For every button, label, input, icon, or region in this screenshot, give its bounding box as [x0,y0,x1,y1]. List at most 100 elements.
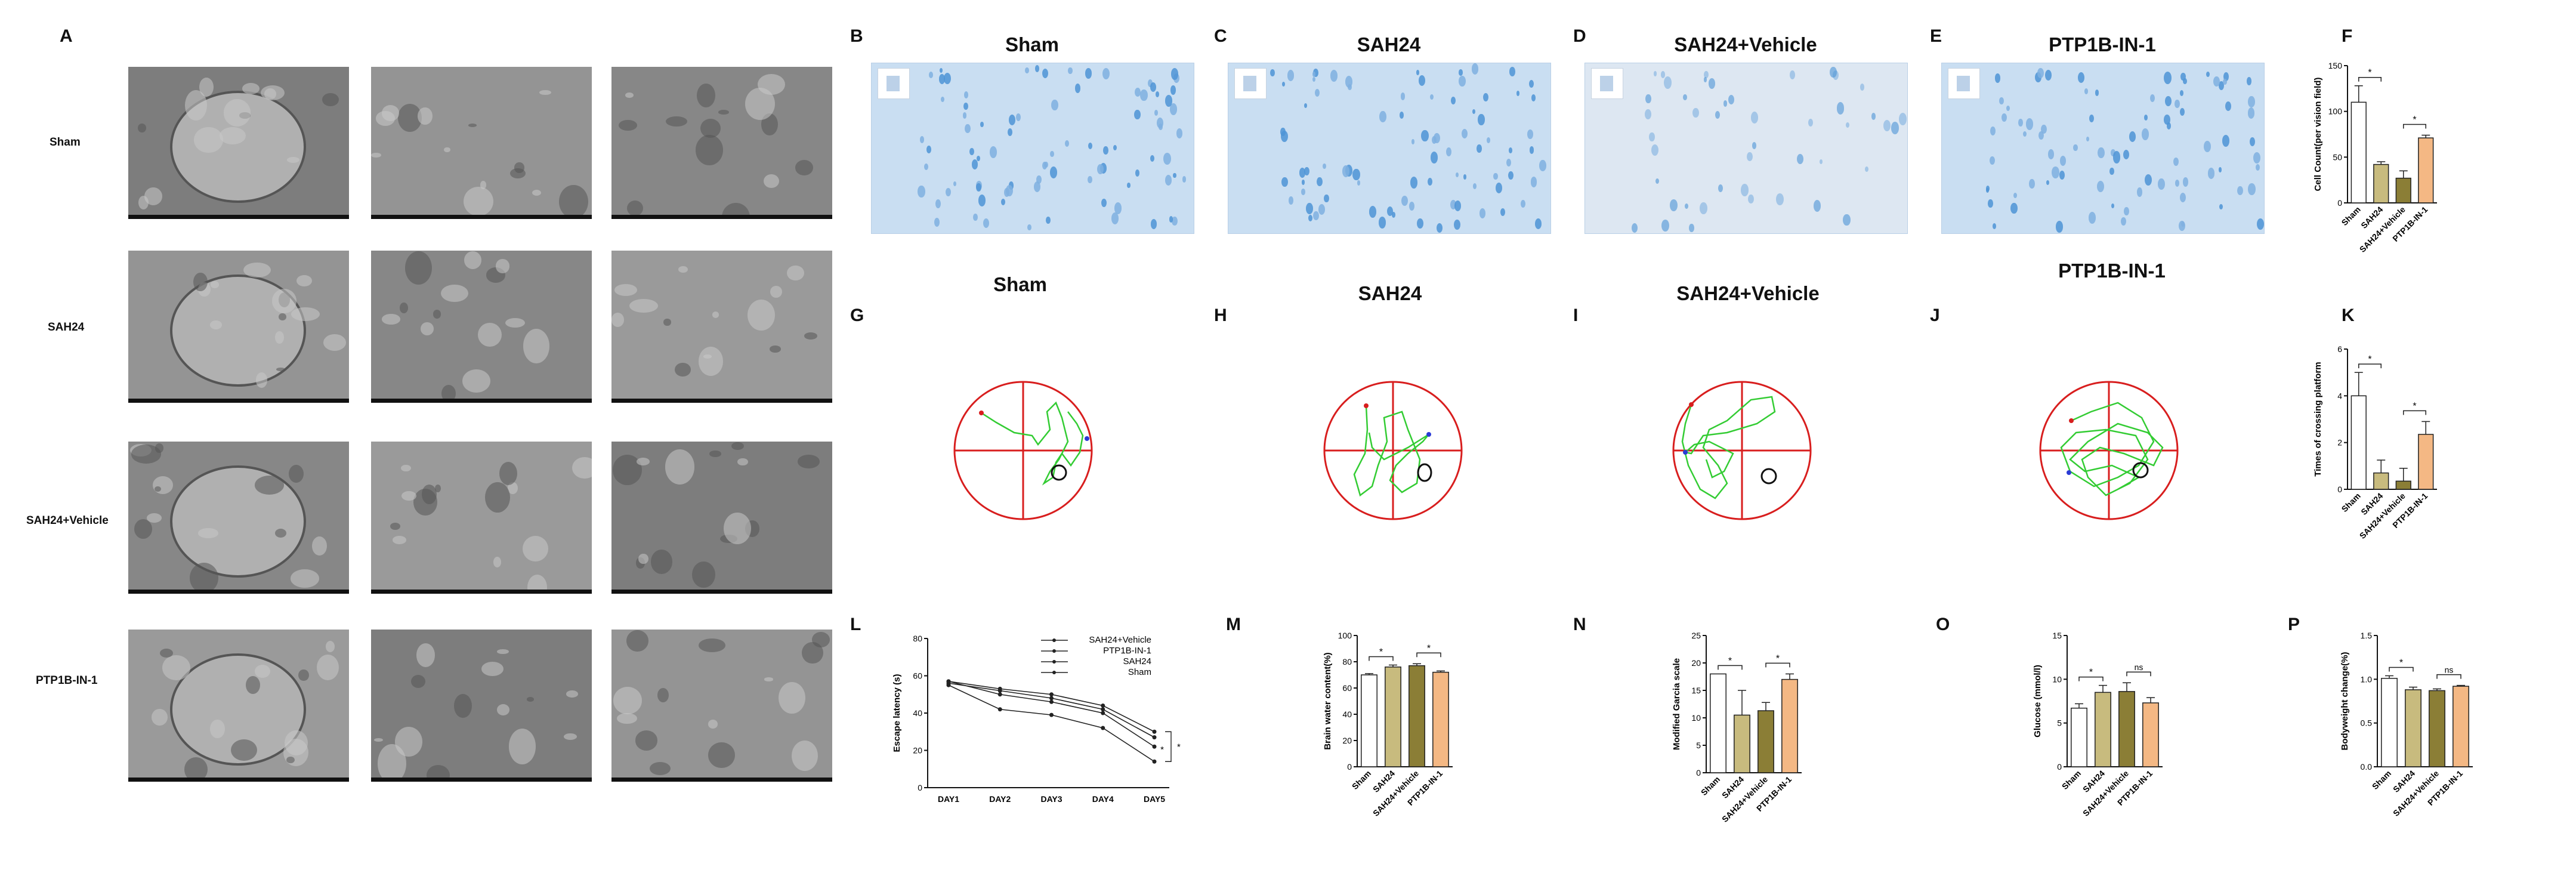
stained-cell [989,146,997,158]
significance-label: * [2368,68,2371,78]
y-axis-label: Brain water content(%) [1323,652,1333,749]
organelle-shape [131,445,161,464]
stained-cell [2166,122,2171,129]
stained-cell [2246,76,2252,85]
stained-cell [935,199,941,208]
stained-cell [1357,180,1361,186]
stained-cell [2097,180,2105,193]
ihc-image-sah24 [1228,63,1551,234]
stained-cell [1301,188,1305,195]
stained-cell [1046,216,1051,224]
organelle-shape [416,643,435,667]
stained-cell [1418,75,1426,87]
stained-cell [2089,212,2096,224]
organelle-shape [764,174,779,189]
organelle-shape [325,641,335,653]
stained-cell [1085,68,1092,79]
y-axis-label: Glucose (mmol/l) [2033,665,2043,738]
y-tick-label: 40 [913,708,922,718]
stained-cell [1534,218,1542,230]
stained-cell [1102,67,1110,80]
organelle-shape [798,455,820,468]
y-axis-label: Bodyweight change(%) [2340,652,2350,750]
tem-image [611,442,832,594]
panel-label-o: O [1936,615,1950,634]
stained-cell [2111,203,2114,209]
y-tick-label: 100 [2328,107,2343,116]
organelle-shape [770,285,782,298]
organelle-shape [678,266,688,273]
stained-cell [1270,69,1275,77]
stained-cell [1631,223,1638,233]
stained-cell [1450,200,1456,210]
stained-cell [1453,219,1460,230]
organelle-shape [496,704,510,716]
y-tick-label: 0 [2337,198,2342,208]
stained-cell [1342,165,1349,177]
stained-cell [1036,175,1042,184]
organelle-shape [193,272,208,292]
stained-cell [1016,113,1021,122]
organelle-shape [745,88,775,120]
stained-cell [2218,81,2225,90]
panel-label-h: H [1214,306,1227,325]
stained-cell [978,195,986,206]
stained-cell [1281,82,1285,87]
stained-cell [1050,150,1054,158]
bar [2373,472,2389,490]
stained-cell [1401,195,1409,206]
organelle-shape [787,265,804,281]
organelle-shape [230,739,257,761]
organelle-shape [381,105,400,121]
stained-cell [2173,157,2179,166]
stained-cell [976,183,982,192]
panel-label-j: J [1930,306,1940,325]
stained-cell [1703,77,1707,82]
stained-cell [1399,111,1404,119]
stained-cell [1644,109,1651,119]
stained-cell [1493,172,1498,180]
stained-cell [1400,92,1406,100]
stained-cell [1718,184,1723,193]
organelle-shape [138,123,146,132]
stained-cell [1007,128,1013,137]
organelle-shape [210,281,219,288]
significance-label: * [1427,643,1431,653]
organelle-shape [243,262,271,278]
data-point [1101,726,1105,730]
stained-cell [1287,70,1295,81]
stained-cell [1352,168,1360,181]
stained-cell [2256,164,2260,171]
stained-cell [1157,117,1164,128]
stained-cell [1159,124,1163,131]
stained-cell [1330,70,1338,82]
tem-image [611,251,832,403]
bar [2418,434,2434,490]
stained-cell [2109,168,2114,175]
y-tick-label: 10 [2052,674,2062,684]
stained-cell [1999,97,2004,105]
stained-cell [1846,122,1850,128]
stained-cell [1068,67,1073,75]
organelle-shape [413,489,438,516]
organelle-shape [162,655,190,681]
y-axis-label: Modified Garcia scale [1672,658,1682,750]
em-row-label: PTP1B-IN-1 [36,674,98,687]
stained-cell [2112,151,2121,163]
platform-circle [1051,464,1067,481]
stained-cell [1649,132,1655,141]
organelle-shape [271,288,297,313]
panel-label-l: L [850,615,861,634]
y-tick-label: 0 [2057,762,2062,772]
significance-bracket [2436,674,2461,679]
panel-label-p: P [2288,615,2300,634]
ihc-title-vehicle: SAH24+Vehicle [1674,33,1817,55]
organelle-shape [462,369,490,393]
organelle-shape [611,312,625,327]
stained-cell [1992,223,1997,230]
organelle-shape [435,485,441,492]
stained-cell [1027,224,1031,231]
significance-bracket [1165,731,1172,762]
